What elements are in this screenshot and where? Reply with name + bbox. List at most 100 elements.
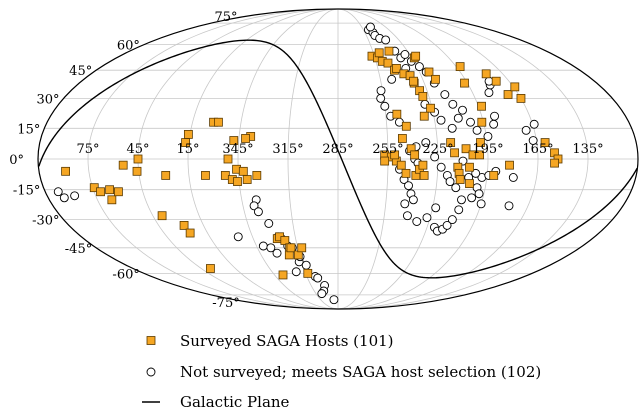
not-surveyed-point (483, 131, 493, 141)
surveyed-host-point (390, 150, 400, 160)
not-surveyed-point (489, 119, 499, 129)
surveyed-host-point (179, 221, 189, 230)
surveyed-host-point (401, 168, 411, 178)
y-tick-label: 30° (37, 92, 60, 107)
x-tick-label: 45° (126, 142, 149, 157)
surveyed-host-point (185, 228, 195, 238)
x-tick-label: 255° (372, 142, 403, 157)
surveyed-host-point (229, 136, 239, 145)
not-surveyed-point (430, 152, 440, 162)
x-tick-label: 225° (422, 142, 453, 157)
surveyed-host-point (223, 154, 233, 164)
not-surveyed-point (458, 105, 467, 115)
not-surveyed-point (448, 99, 458, 109)
not-surveyed-point (365, 22, 375, 32)
surveyed-host-point (96, 187, 105, 197)
surveyed-host-point (278, 270, 288, 280)
surveyed-host-point (510, 82, 520, 92)
surveyed-host-point (418, 92, 428, 101)
surveyed-host-point (550, 158, 559, 168)
surveyed-host-point (233, 177, 242, 186)
not-surveyed-point (521, 125, 531, 135)
not-surveyed-point (467, 193, 477, 203)
surveyed-host-point (114, 187, 123, 197)
not-surveyed-point (508, 173, 518, 182)
not-surveyed-point (264, 219, 274, 228)
not-surveyed-point (472, 125, 482, 135)
surveyed-host-point (206, 264, 215, 273)
not-surveyed-point (422, 213, 432, 223)
surveyed-host-point (157, 211, 167, 221)
not-surveyed-point (53, 187, 63, 197)
y-tick-label: 75° (214, 10, 237, 25)
not-surveyed-point (529, 119, 539, 129)
not-surveyed-point (258, 241, 268, 251)
x-tick-label: 195° (472, 142, 503, 157)
surveyed-host-point (505, 160, 514, 170)
not-surveyed-point (408, 195, 418, 205)
surveyed-host-point (477, 117, 487, 127)
y-tick-label: 15° (17, 122, 40, 137)
surveyed-host-point (489, 171, 499, 180)
not-surveyed-point (466, 117, 475, 127)
meridian-line (337, 8, 589, 310)
not-surveyed-point (504, 201, 514, 211)
surveyed-host-point (455, 62, 465, 72)
surveyed-host-point (252, 171, 262, 180)
surveyed-host-point (409, 76, 418, 86)
tick-labels: 75° 45° 15° 345° 315° 285° 255° 225° 195° 165° 135… (9, 10, 603, 311)
surveyed-host-point (446, 138, 456, 147)
surveyed-host-point (465, 162, 474, 172)
surveyed-host-point (132, 166, 142, 176)
not-surveyed-point (490, 111, 499, 121)
surveyed-host-point (419, 171, 429, 180)
not-surveyed-point (329, 295, 339, 305)
not-surveyed-point (421, 138, 431, 148)
not-surveyed-point (249, 201, 259, 211)
surveyed-host-point (392, 109, 402, 119)
not-surveyed-point (412, 217, 422, 226)
surveyed-host-point (419, 111, 429, 121)
not-surveyed-point (233, 232, 243, 242)
surveyed-host-point (396, 160, 406, 170)
surveyed-host-point (61, 166, 70, 176)
not-surveyed-point (442, 220, 452, 230)
data-points (53, 22, 563, 305)
not-surveyed-point (301, 260, 311, 270)
not-surveyed-point (404, 181, 413, 191)
surveyed-host-point (242, 175, 252, 184)
x-tick-label: 75° (76, 142, 99, 157)
not-surveyed-point (376, 93, 386, 103)
surveyed-host-point (450, 148, 459, 158)
y-tick-label: 60° (117, 39, 140, 54)
surveyed-host-point (297, 243, 307, 253)
surveyed-host-point (461, 144, 471, 154)
not-surveyed-point (414, 62, 424, 72)
y-tick-label: -30° (32, 214, 59, 229)
not-surveyed-point (445, 177, 455, 187)
legend: Surveyed SAGA Hosts (101) Not surveyed; … (142, 332, 541, 411)
surveyed-host-point (455, 175, 465, 184)
not-surveyed-point (376, 86, 386, 96)
surveyed-host-point (105, 185, 115, 195)
y-tick-label: -45° (65, 242, 92, 257)
legend-label-galactic-plane: Galactic Plane (180, 393, 290, 411)
not-surveyed-point (454, 205, 464, 215)
y-tick-label: -60° (112, 267, 139, 282)
not-surveyed-point (528, 136, 538, 145)
surveyed-host-point (133, 154, 143, 164)
surveyed-host-point (401, 121, 411, 131)
not-surveyed-point (402, 211, 412, 221)
not-surveyed-point (253, 207, 263, 217)
not-surveyed-point (272, 248, 282, 258)
graticule (38, 8, 638, 310)
y-tick-label: -75° (212, 296, 239, 311)
legend-marker-not-surveyed (146, 367, 156, 377)
not-surveyed-point (380, 101, 390, 111)
not-surveyed-point (476, 199, 486, 209)
not-surveyed-point (457, 195, 466, 205)
surveyed-host-point (481, 69, 491, 79)
galactic-plane-curve (38, 39, 638, 279)
surveyed-host-point (411, 51, 421, 61)
